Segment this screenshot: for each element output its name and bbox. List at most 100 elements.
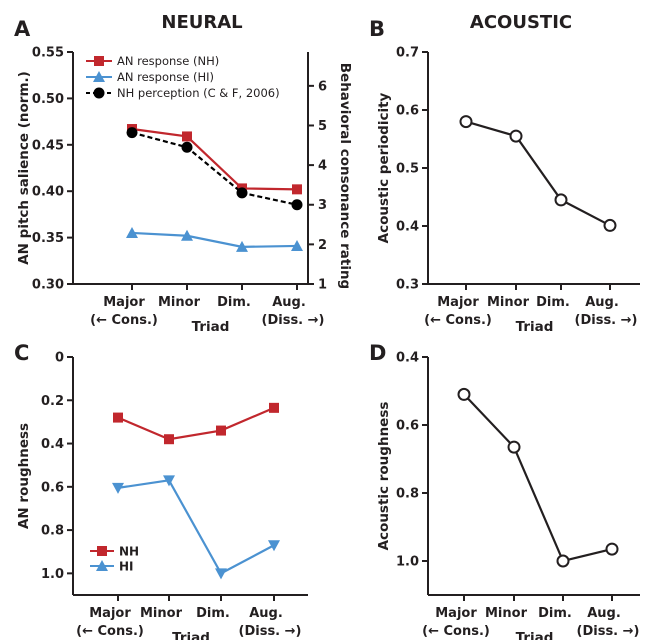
y-tick-label: 0.4	[396, 220, 419, 235]
x-extreme-label-dissonant: (Diss. →)	[575, 313, 638, 328]
series-line	[117, 406, 275, 441]
y-tick-label: 0.6	[396, 104, 419, 119]
series-hi	[112, 475, 280, 580]
y-tick-label: 0.8	[396, 487, 419, 502]
series-line	[131, 131, 298, 206]
y-tick-label: 0.6	[396, 419, 419, 434]
series-line	[131, 231, 298, 248]
y-tick-label: 0.7	[396, 46, 419, 61]
y2-tick-label: 1	[318, 278, 327, 293]
x-tick-label: Minor	[140, 606, 183, 621]
x-axis-label: Triad	[172, 630, 210, 640]
x-tick-label: Minor	[487, 295, 530, 310]
x-tick-label: Aug.	[272, 295, 306, 310]
data-point	[112, 482, 124, 494]
data-point	[181, 141, 193, 153]
x-extreme-label-consonant: (← Cons.)	[424, 313, 492, 328]
x-tick-label: Aug.	[249, 606, 283, 621]
data-point	[163, 475, 175, 487]
panel-letter: C	[14, 341, 29, 365]
x-tick-label: Minor	[485, 606, 528, 621]
series-line	[459, 115, 617, 232]
x-axis-label: Triad	[516, 319, 554, 335]
legend-marker	[94, 56, 104, 66]
y-tick-label: 1.0	[396, 555, 419, 570]
x-extreme-label-dissonant: (Diss. →)	[239, 624, 302, 639]
x-tick-label: Dim.	[217, 295, 251, 310]
y-tick-label: 0.30	[32, 278, 64, 293]
legend-label: NH perception (C & F, 2006)	[117, 86, 280, 100]
data-point	[215, 568, 227, 580]
legend-marker	[93, 87, 105, 99]
data-point	[291, 239, 303, 251]
legend-label: AN response (NH)	[117, 54, 219, 68]
y-tick-label: 0.55	[32, 46, 64, 61]
panel-b: B 0.3 0.4 0.5 0.6 0.7 Major Minor Dim. Aug. (← Con…	[369, 17, 640, 335]
panel-a: A 0.30 0.35 0.40 0.45 0.50 0.55 Major Minor Dim. A…	[14, 17, 353, 335]
data-point	[269, 402, 279, 413]
y-tick-label: 0.35	[32, 231, 64, 246]
x-tick-label: Dim.	[538, 606, 572, 621]
y-axis-label: Acoustic periodicity	[376, 92, 392, 243]
data-point	[509, 129, 523, 143]
series-line	[117, 479, 275, 575]
y-tick-label: 0.2	[41, 394, 64, 409]
y-axis-label: Acoustic roughness	[376, 402, 392, 551]
data-point	[164, 434, 174, 445]
y-tick-label: 0.40	[32, 185, 64, 200]
x-tick-label: Dim.	[536, 295, 570, 310]
data-point	[236, 187, 248, 199]
series-nh-perception-c-f-2006	[126, 127, 303, 211]
series-line	[465, 120, 611, 227]
x-axis-label: Triad	[192, 319, 230, 335]
data-point	[113, 412, 123, 423]
series-an-response-nh	[127, 124, 302, 195]
y-tick-label: 0.3	[396, 278, 419, 293]
data-point	[268, 540, 280, 552]
legend-label: NH	[119, 545, 139, 559]
neural-heading: NEURAL	[161, 12, 242, 33]
data-point	[605, 542, 619, 556]
series-line	[131, 127, 298, 191]
x-extreme-label-consonant: (← Cons.)	[90, 313, 158, 328]
panel-c: C 0 0.2 0.4 0.6 0.8 1.0 Major Minor Dim. Aug. (← Co…	[14, 341, 308, 640]
data-point	[291, 199, 303, 211]
x-extreme-label-consonant: (← Cons.)	[422, 624, 490, 639]
x-tick-label: Dim.	[196, 606, 230, 621]
data-point	[181, 229, 193, 241]
y2-axis-label: Behavioral consonance rating	[337, 63, 353, 289]
y2-tick-label: 3	[318, 198, 327, 213]
y-tick-label: 0.4	[396, 351, 419, 366]
panel-letter: D	[369, 341, 386, 365]
panel-letter: B	[369, 17, 385, 41]
series-line	[463, 393, 613, 563]
data-point	[457, 387, 471, 401]
legend-marker	[97, 546, 107, 556]
y-tick-label: 0.45	[32, 138, 64, 153]
y-tick-label: 0.8	[41, 524, 64, 539]
y-axis-label: AN pitch salience (norm.)	[16, 71, 32, 265]
y2-tick-label: 6	[318, 79, 327, 94]
x-tick-label: Major	[89, 606, 131, 621]
data-point	[554, 193, 568, 207]
y-tick-label: 0.6	[41, 480, 64, 495]
y2-tick-label: 2	[318, 238, 327, 253]
legend-label: AN response (HI)	[117, 70, 214, 84]
series-line	[457, 387, 619, 568]
x-extreme-label-dissonant: (Diss. →)	[262, 313, 325, 328]
panel-d: D 0.4 0.6 0.8 1.0 Major Minor Dim. Aug. (← Cons.)…	[369, 341, 640, 640]
data-point	[216, 425, 226, 436]
y-tick-label: 0.4	[41, 437, 64, 452]
x-axis-label: Triad	[516, 630, 554, 640]
data-point	[126, 226, 138, 238]
legend-marker	[93, 71, 105, 82]
y-tick-label: 0.5	[396, 162, 419, 177]
data-point	[459, 115, 473, 129]
legend-marker	[96, 560, 108, 571]
x-extreme-label-dissonant: (Diss. →)	[577, 624, 640, 639]
x-extreme-label-consonant: (← Cons.)	[76, 624, 144, 639]
data-point	[603, 218, 617, 232]
data-point	[236, 240, 248, 252]
data-point	[292, 184, 302, 195]
